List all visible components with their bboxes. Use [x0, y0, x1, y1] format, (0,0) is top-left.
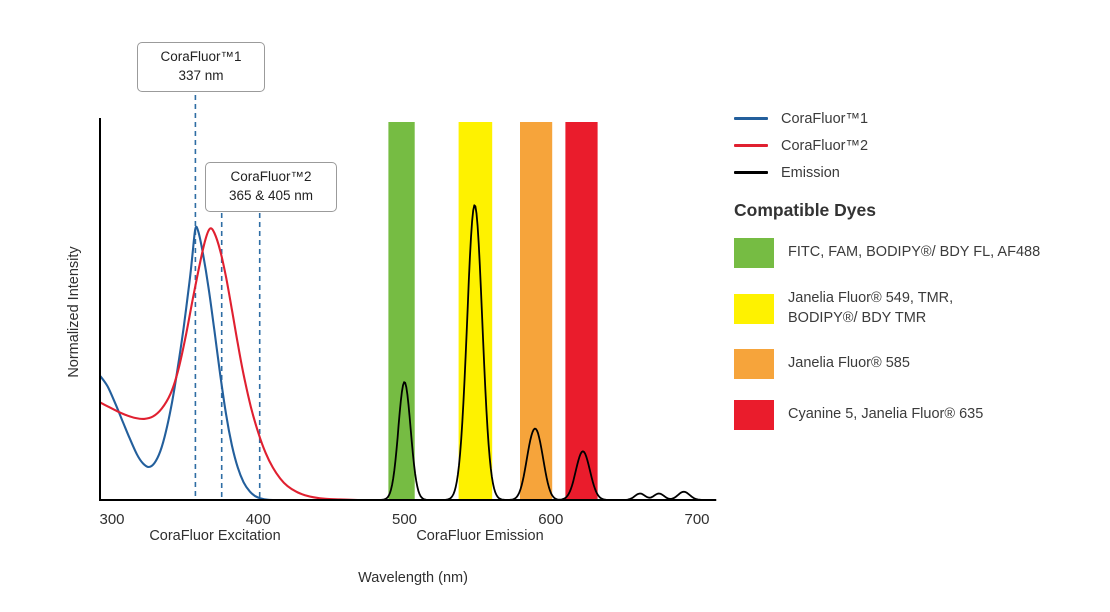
legend-line-sample-red: [734, 144, 768, 147]
legend-item-corafluor1: CoraFluor™1: [734, 110, 868, 127]
dye-row-green: FITC, FAM, BODIPY®/ BDY FL, AF488: [734, 238, 1040, 268]
dye-label: Cyanine 5, Janelia Fluor® 635: [788, 406, 984, 423]
x-tick-label: 300: [99, 511, 124, 528]
callout-corafluor1-wavelength: 337 nm: [178, 67, 224, 83]
dye-label: FITC, FAM, BODIPY®/ BDY FL, AF488: [788, 244, 1041, 261]
x-section-label-emission: CoraFluor Emission: [416, 528, 544, 544]
x-section-label-excitation: CoraFluor Excitation: [149, 528, 281, 544]
dye-band-2: [520, 122, 553, 500]
x-tick-label: 700: [684, 511, 709, 528]
series-curve-1: [99, 227, 359, 502]
dye-swatch-red: [734, 400, 774, 431]
callout-corafluor1: CoraFluor™1 337 nm: [137, 42, 265, 92]
callout-corafluor2-wavelength: 365 & 405 nm: [228, 187, 314, 203]
callout-corafluor2: CoraFluor™2 365 & 405 nm: [205, 162, 337, 212]
legend-label: CoraFluor™1: [781, 110, 869, 127]
compatible-dyes-heading: Compatible Dyes: [734, 200, 876, 220]
dye-swatch-yellow: [734, 293, 774, 324]
dye-row-orange: Janelia Fluor® 585: [734, 349, 1040, 380]
dye-row-red: Cyanine 5, Janelia Fluor® 635: [734, 400, 1040, 431]
dye-row-yellow: Janelia Fluor® 549, TMR, BODIPY®/ BDY TM…: [734, 289, 1040, 328]
legend-item-emission: Emission: [734, 164, 868, 181]
dye-band-3: [565, 122, 598, 500]
legend-item-corafluor2: CoraFluor™2: [734, 137, 868, 154]
dye-label: Janelia Fluor® 585: [788, 355, 910, 372]
legend-line-sample-blue: [734, 117, 768, 120]
legend-line-sample-black: [734, 171, 768, 174]
legend-label: CoraFluor™2: [781, 137, 869, 154]
dye-swatch-green: [734, 238, 774, 268]
x-tick-label: 500: [392, 511, 417, 528]
y-axis-label: Normalized Intensity: [66, 246, 82, 378]
dye-swatch-orange: [734, 349, 774, 380]
legend-label: Emission: [781, 164, 840, 181]
series-curve-0: [99, 225, 274, 502]
dye-label: Janelia Fluor® 549, TMR, BODIPY®/ BDY TM…: [788, 290, 954, 326]
callout-corafluor1-name: CoraFluor™1: [160, 49, 242, 64]
x-axis-label: Wavelength (nm): [358, 570, 468, 586]
callout-corafluor2-name: CoraFluor™2: [230, 169, 312, 184]
legend: CoraFluor™1 CoraFluor™2 Emission: [734, 110, 868, 191]
x-tick-label: 400: [246, 511, 271, 528]
dye-band-0: [388, 122, 415, 500]
dye-band-1: [458, 122, 493, 500]
compatible-dyes-list: FITC, FAM, BODIPY®/ BDY FL, AF488 Janeli…: [734, 238, 1040, 431]
x-tick-label: 600: [538, 511, 563, 528]
